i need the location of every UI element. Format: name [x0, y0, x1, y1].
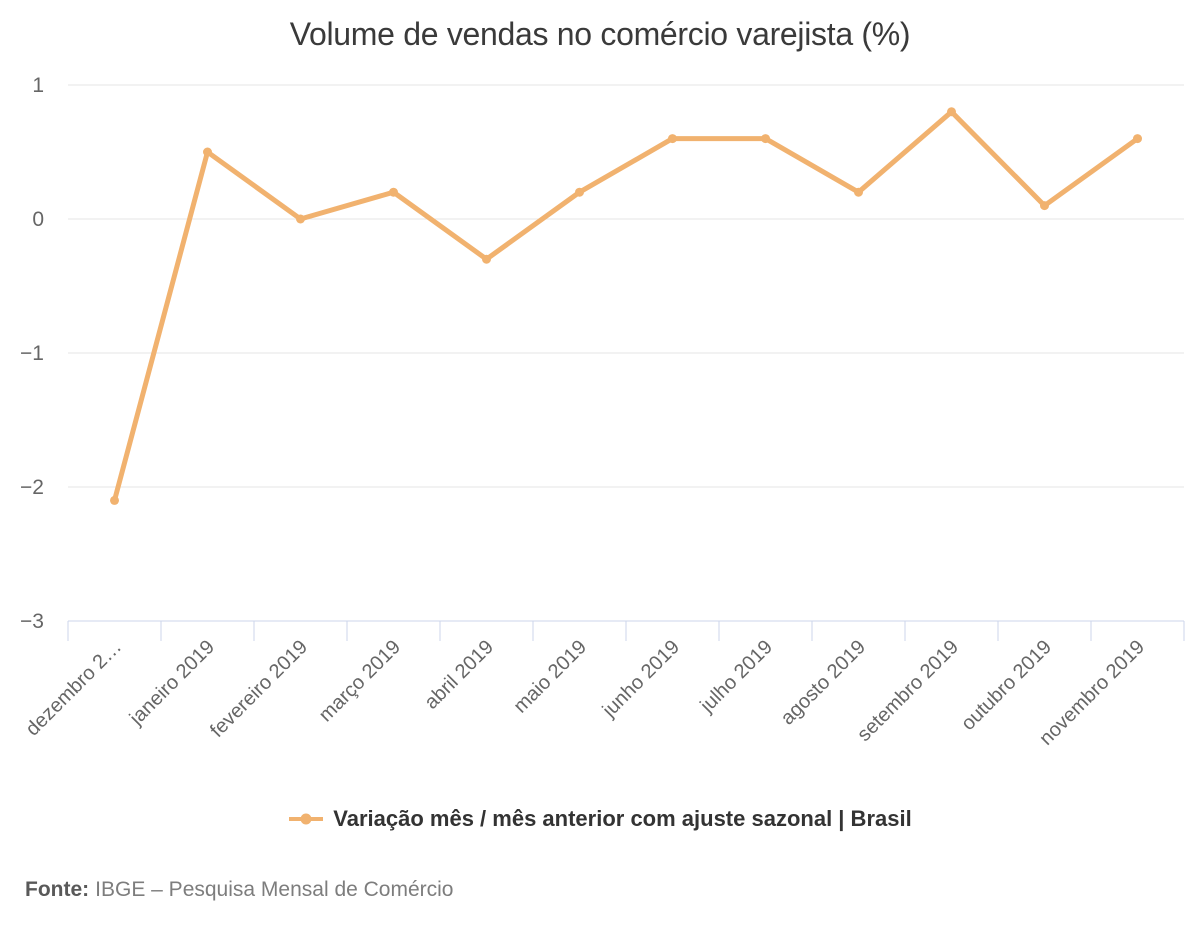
series-line — [112, 109, 1140, 503]
y-axis-tick-label: −3 — [20, 610, 44, 633]
data-point-marker[interactable] — [203, 147, 212, 157]
x-axis-tick-label: julho 2019 — [695, 636, 777, 718]
legend[interactable]: Variação mês / mês anterior com ajuste s… — [0, 806, 1200, 832]
x-axis-tick-label: junho 2019 — [598, 636, 684, 722]
y-axis-tick-label: 0 — [32, 208, 44, 231]
data-point-marker[interactable] — [296, 214, 305, 224]
data-point-marker[interactable] — [947, 107, 956, 117]
data-point-marker[interactable] — [854, 187, 863, 197]
source-credit: Fonte: IBGE – Pesquisa Mensal de Comércio — [25, 878, 454, 902]
data-point-marker[interactable] — [1040, 201, 1049, 211]
data-point-marker[interactable] — [668, 134, 677, 144]
x-axis-tick-label: outubro 2019 — [957, 636, 1056, 735]
x-axis-tick-label: abril 2019 — [420, 636, 498, 714]
x-axis-tick-label: março 2019 — [315, 636, 405, 726]
data-point-marker[interactable] — [110, 495, 119, 505]
source-text: IBGE – Pesquisa Mensal de Comércio — [95, 878, 454, 901]
x-axis-tick-label: setembro 2019 — [853, 636, 963, 746]
data-point-marker[interactable] — [389, 187, 398, 197]
y-axis-tick-label: −1 — [20, 342, 44, 365]
chart-title: Volume de vendas no comércio varejista (… — [289, 16, 911, 52]
data-point-marker[interactable] — [761, 134, 770, 144]
source-label: Fonte: — [25, 878, 90, 901]
x-axis-tick-label: janeiro 2019 — [125, 636, 219, 730]
data-point-marker[interactable] — [482, 254, 491, 264]
legend-line-marker — [288, 811, 324, 827]
line-chart-plot[interactable]: 1 0 −1 −2 −3 dezembro 2… janeiro 2019fevereiro… — [0, 0, 1200, 790]
data-point-marker[interactable] — [575, 187, 584, 197]
data-point-marker[interactable] — [1133, 134, 1142, 144]
y-axis-tick-label: 1 — [32, 74, 44, 97]
x-axis-tick-label: dezembro 2… — [22, 636, 126, 740]
x-axis-tick-label: fevereiro 2019 — [206, 636, 312, 742]
legend-label: Variação mês / mês anterior com ajuste s… — [333, 806, 912, 831]
x-axis-tick-label: maio 2019 — [509, 636, 591, 718]
x-axis-tick-label: agosto 2019 — [777, 636, 870, 729]
y-axis-tick-label: −2 — [20, 476, 44, 499]
series-marker-icon — [289, 813, 324, 825]
